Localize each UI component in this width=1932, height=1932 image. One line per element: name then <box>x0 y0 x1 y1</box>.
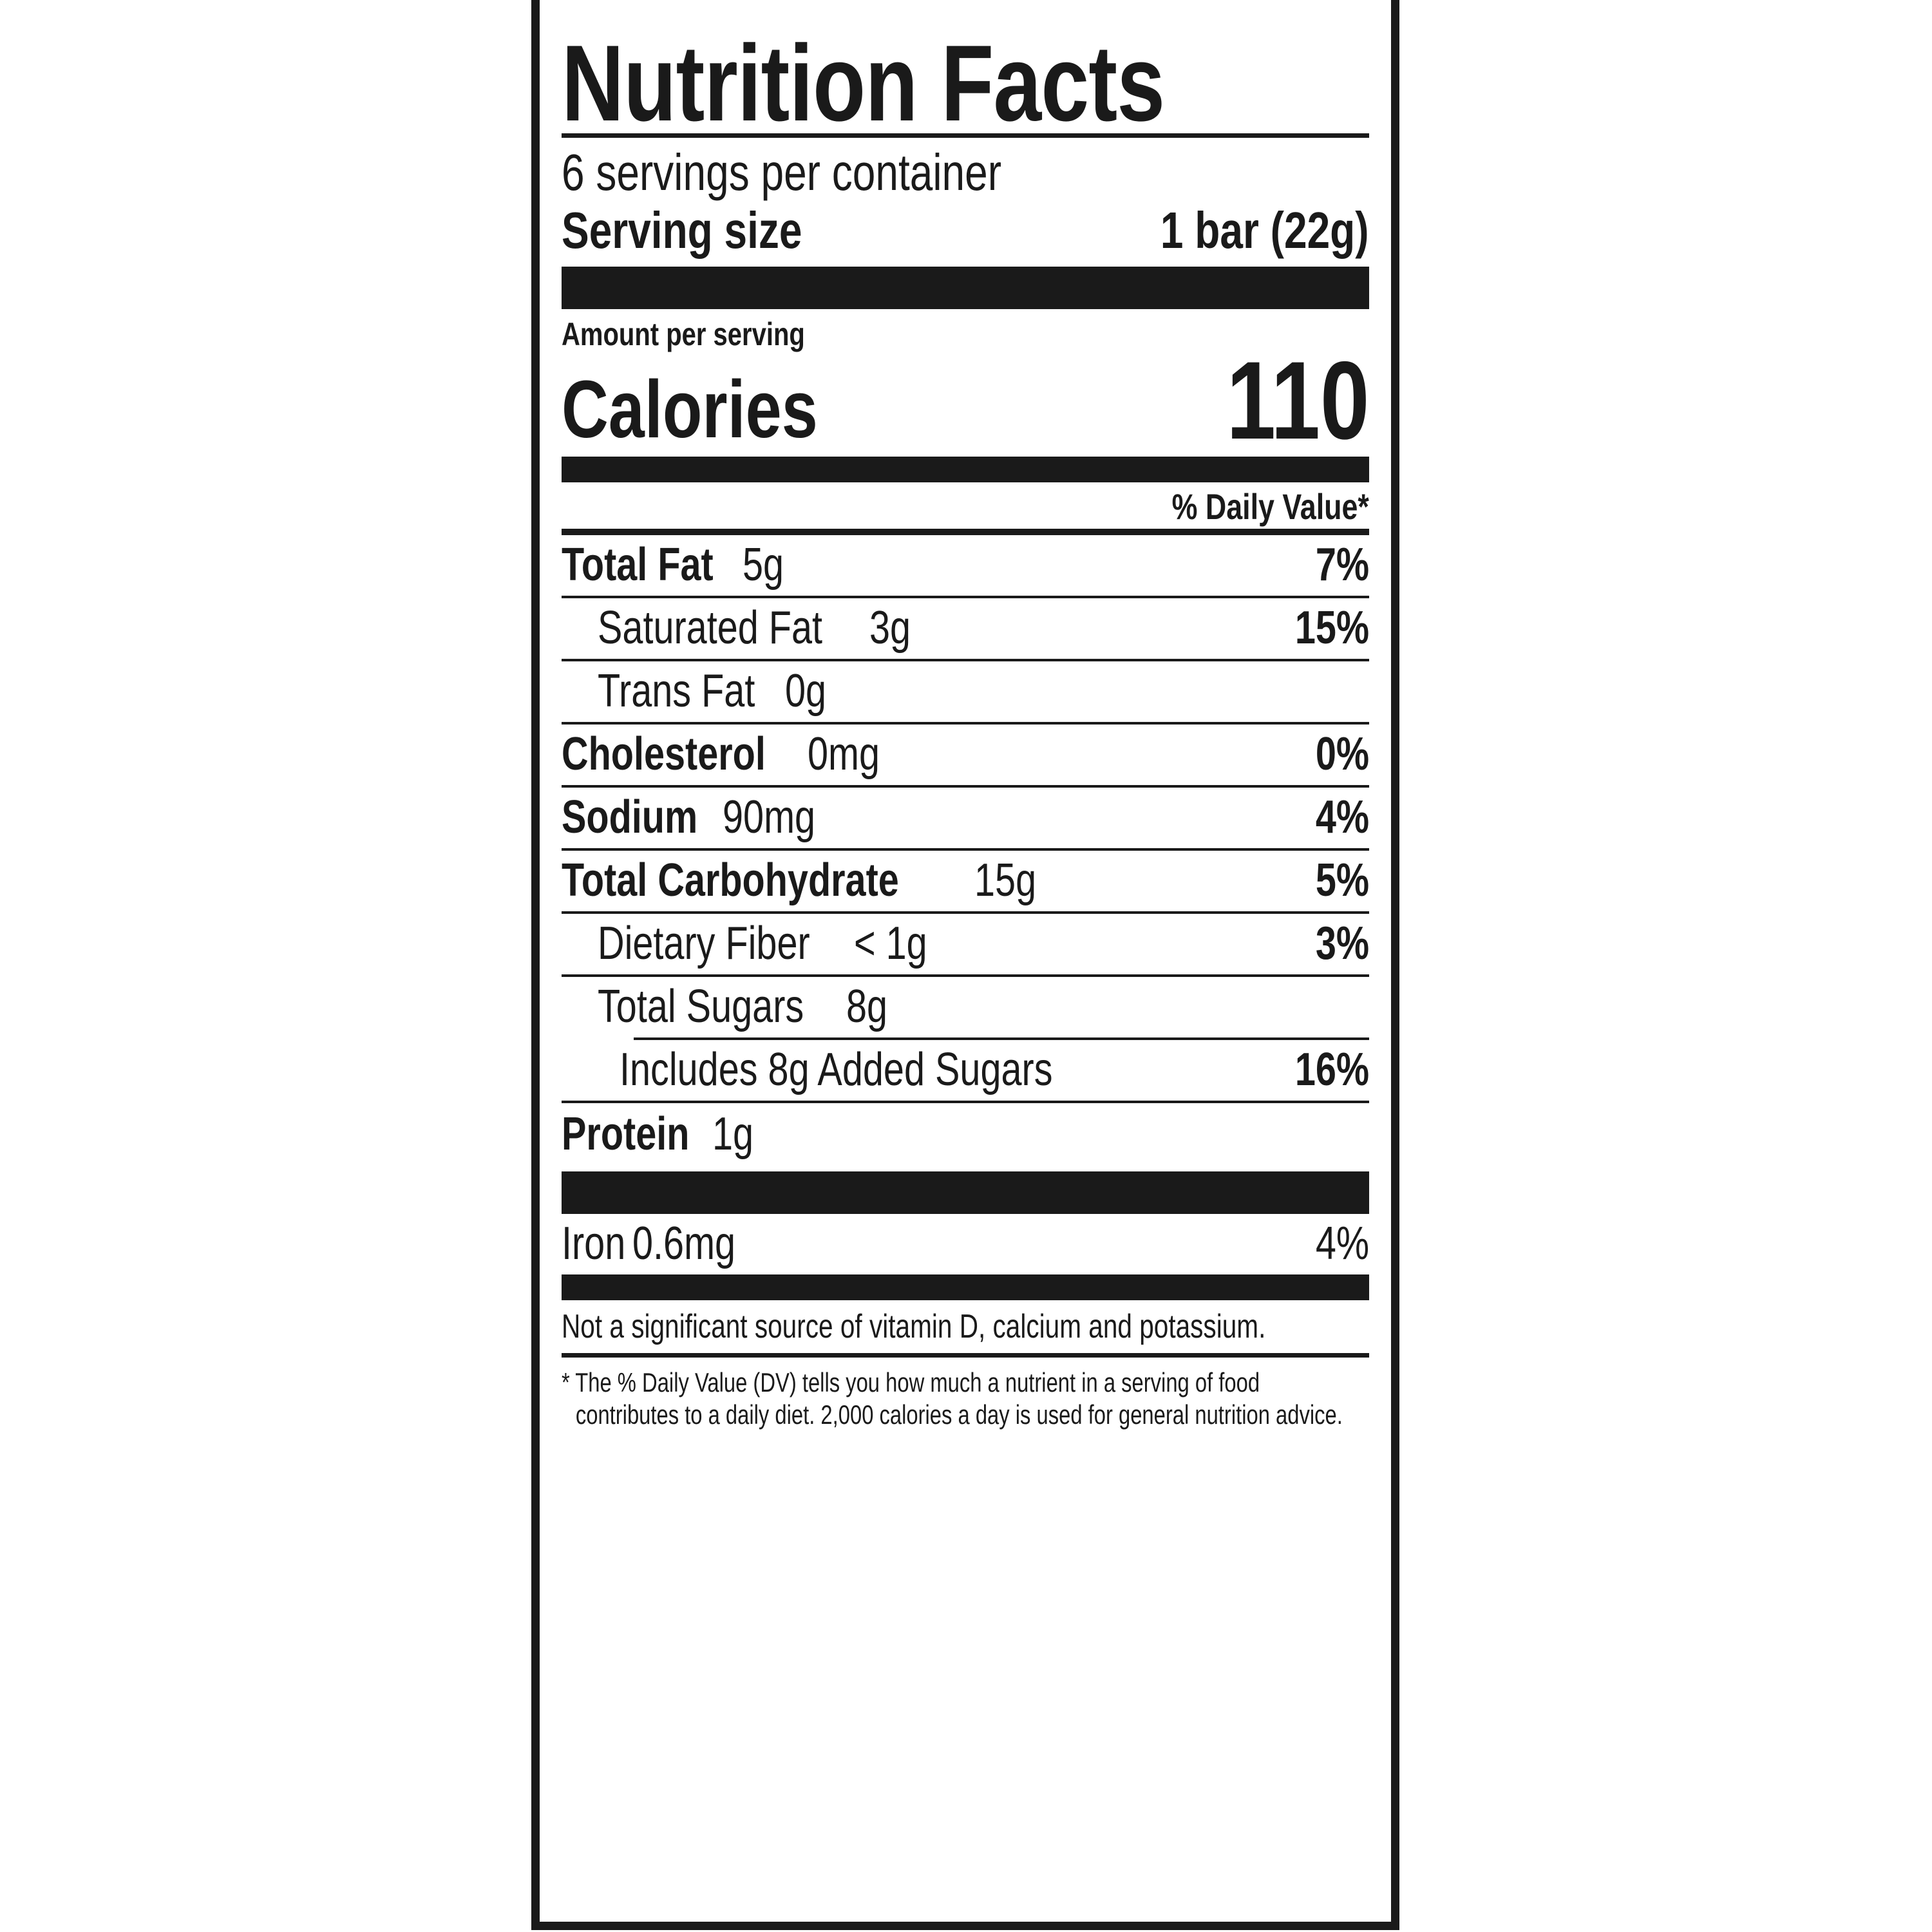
nutrient-name: Cholesterol <box>562 728 766 780</box>
nutrient-name: Sodium <box>562 791 698 843</box>
nutrition-facts-inner: Nutrition Facts 6 servings per container… <box>540 0 1391 1922</box>
nutrient-name: Total Carbohydrate <box>562 854 899 906</box>
serving-size-value: 1 bar (22g) <box>1160 202 1369 259</box>
nutrient-amount: 15g <box>974 854 1036 906</box>
nutrient-amount: 5g <box>742 538 784 591</box>
daily-value-footnote-line-1: * The % Daily Value (DV) tells you how m… <box>562 1367 1260 1398</box>
page-title: Nutrition Facts <box>562 23 1165 144</box>
calories-block: Amount per serving Calories 110 <box>562 309 1369 457</box>
row-divider <box>562 595 1369 598</box>
nutrient-daily-value: 0% <box>1315 728 1369 780</box>
nutrient-daily-value: 4% <box>1315 1217 1369 1269</box>
nutrient-name: Total Fat <box>562 538 714 591</box>
nutrient-name: Includes 8g Added Sugars <box>620 1043 1053 1095</box>
divider-below-calories <box>562 456 1369 482</box>
calories-value: 110 <box>1226 339 1369 462</box>
nutrient-amount: < 1g <box>854 917 927 969</box>
nutrient-daily-value: 5% <box>1315 854 1369 906</box>
nutrient-amount: 0mg <box>808 728 880 780</box>
nutrition-facts-title-row: Nutrition Facts <box>562 0 1369 144</box>
table-row: Trans Fat 0g <box>562 661 1369 722</box>
row-divider <box>562 1100 1369 1103</box>
nutrition-facts-panel: Nutrition Facts 6 servings per container… <box>531 0 1399 1930</box>
nutrient-amount: 90mg <box>723 791 816 843</box>
amount-per-serving-label: Amount per serving <box>562 316 805 352</box>
table-row: Total Carbohydrate 15g 5% <box>562 851 1369 911</box>
nutrient-daily-value: 15% <box>1294 601 1369 654</box>
nutrient-amount: 8g <box>846 980 888 1032</box>
table-row: Total Fat 5g 7% <box>562 535 1369 596</box>
nutrient-daily-value: 3% <box>1315 917 1369 969</box>
table-row: Saturated Fat 3g 15% <box>562 598 1369 659</box>
nutrient-amount: 0g <box>785 665 827 717</box>
servings-per-container-row: 6 servings per container <box>562 138 1369 200</box>
row-divider <box>562 658 1369 661</box>
calories-label: Calories <box>562 364 818 455</box>
calories-row: Calories 110 <box>562 339 1369 462</box>
nutrient-name: Saturated Fat <box>598 601 823 654</box>
daily-value-header: % Daily Value* <box>1171 486 1369 527</box>
nutrient-name: Dietary Fiber <box>598 917 810 969</box>
table-row: Sodium 90mg 4% <box>562 788 1369 848</box>
nutrient-daily-value: 16% <box>1294 1043 1369 1095</box>
nutrient-name: Protein <box>562 1108 690 1160</box>
nutrient-daily-value: 4% <box>1315 791 1369 843</box>
nutrient-amount: 1g <box>712 1108 754 1160</box>
row-divider <box>562 974 1369 977</box>
daily-value-footnote-line-2: contributes to a daily diet. 2,000 calor… <box>575 1399 1343 1430</box>
divider-above-total-fat <box>562 528 1369 535</box>
nutrient-name: Total Sugars <box>598 980 804 1032</box>
nutrient-amount: 0.6mg <box>632 1217 736 1269</box>
table-row: Iron 0.6mg 4% <box>562 1214 1369 1274</box>
nutrient-name: Iron <box>562 1217 626 1269</box>
table-row: Includes 8g Added Sugars 16% <box>562 1040 1369 1101</box>
divider-under-title <box>562 133 1369 138</box>
nutrient-name: Trans Fat <box>598 665 755 717</box>
row-divider-indented <box>634 1037 1369 1040</box>
table-row: Total Sugars 8g <box>562 977 1369 1037</box>
nutrient-daily-value: 7% <box>1315 538 1369 591</box>
thick-divider-above-footnotes <box>562 1274 1369 1300</box>
amount-per-serving-row: Amount per serving <box>562 309 1369 350</box>
table-row: Cholesterol 0mg 0% <box>562 724 1369 785</box>
nutrient-amount: 3g <box>869 601 911 654</box>
serving-size-label: Serving size <box>562 202 802 259</box>
not-significant-source-text: Not a significant source of vitamin D, c… <box>562 1307 1266 1345</box>
table-row: Protein 1g <box>562 1103 1369 1171</box>
thick-divider-above-calories <box>562 267 1369 309</box>
daily-value-footnote: * The % Daily Value (DV) tells you how m… <box>562 1358 1369 1430</box>
table-row: Dietary Fiber < 1g 3% <box>562 914 1369 974</box>
row-divider <box>562 721 1369 724</box>
daily-value-header-row: % Daily Value* <box>562 482 1369 529</box>
servings-per-container-text: 6 servings per container <box>562 144 1002 201</box>
row-divider <box>562 911 1369 914</box>
divider-above-dv-footnote <box>562 1353 1369 1358</box>
serving-size-row: Serving size 1 bar (22g) <box>562 200 1369 267</box>
thick-divider-above-vitamins <box>562 1171 1369 1214</box>
not-significant-source-note: Not a significant source of vitamin D, c… <box>562 1300 1369 1354</box>
row-divider <box>562 848 1369 851</box>
row-divider <box>562 784 1369 788</box>
